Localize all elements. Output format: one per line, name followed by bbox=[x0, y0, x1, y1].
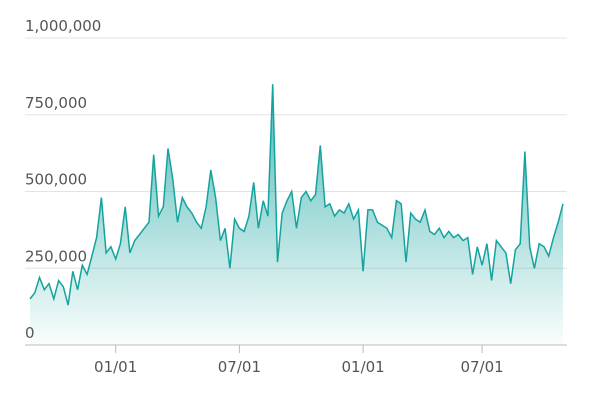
x-tick-label: 07/01 bbox=[460, 358, 503, 376]
y-tick-label: 0 bbox=[25, 324, 35, 342]
line bbox=[29, 84, 564, 306]
area bbox=[30, 84, 563, 345]
y-tick-label: 750,000 bbox=[25, 94, 87, 112]
x-tick-label: 01/01 bbox=[94, 358, 137, 376]
x-tick-label: 07/01 bbox=[218, 358, 261, 376]
y-tick-label: 250,000 bbox=[25, 247, 87, 265]
y-tick-label: 1,000,000 bbox=[25, 17, 101, 35]
y-tick-label: 500,000 bbox=[25, 171, 87, 189]
x-tick-label: 01/01 bbox=[342, 358, 385, 376]
